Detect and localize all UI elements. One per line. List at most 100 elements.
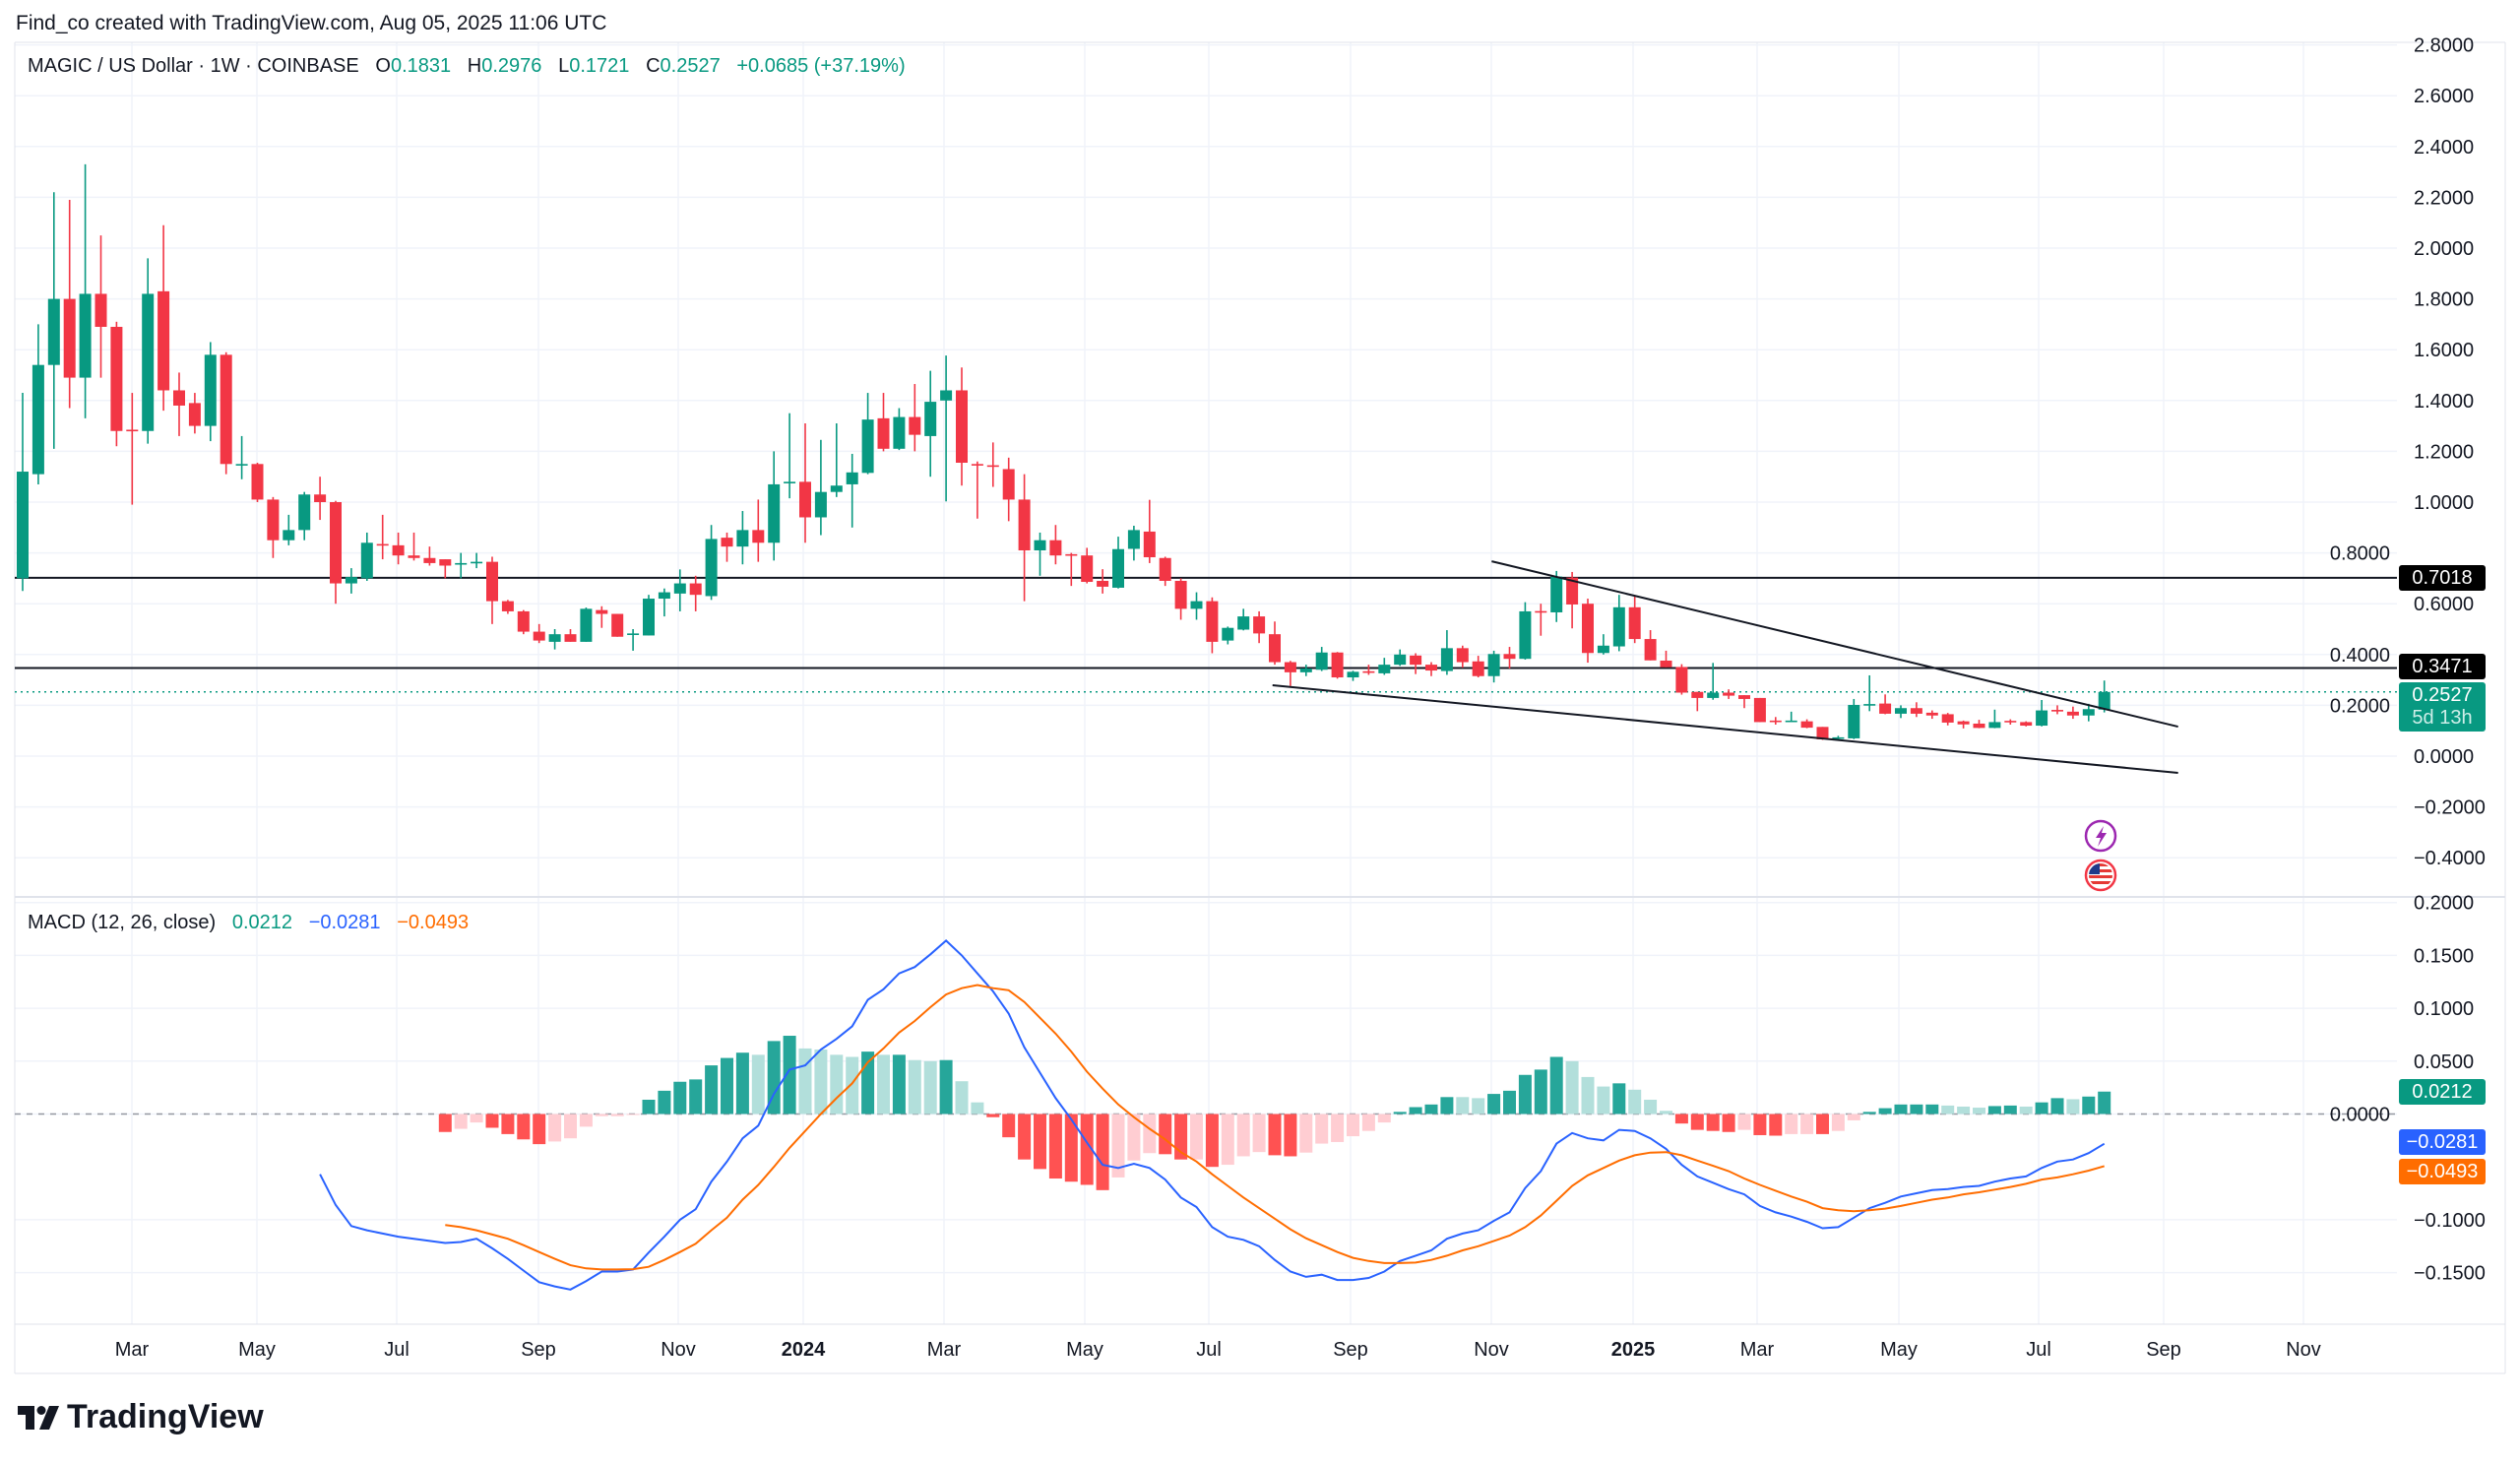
level-high-tag: 0.7018	[2399, 565, 2486, 591]
histogram-bar	[1456, 1097, 1470, 1115]
candle-body	[1081, 555, 1094, 583]
histogram-bar	[1816, 1114, 1829, 1134]
histogram-bar	[1957, 1106, 1971, 1115]
macd-histogram-tag: 0.0212	[2399, 1079, 2486, 1105]
macd-tick-label: 0.1500	[2414, 945, 2474, 967]
candle-body	[158, 290, 170, 391]
high-label: H	[467, 55, 482, 77]
candle-body	[1753, 697, 1766, 723]
time-axis[interactable]: Mar May Jul Sep Nov 2024 Mar May Jul Sep Nov 2025 Ma…	[115, 1339, 2321, 1361]
candle-body	[940, 390, 953, 401]
histogram-bar	[2066, 1099, 2080, 1115]
histogram-bar	[1252, 1114, 1266, 1153]
price-tick-label: 1.8000	[2414, 289, 2474, 311]
macd-line-tag: −0.0281	[2399, 1129, 2486, 1155]
candle-body	[2004, 721, 2017, 723]
macd-axis[interactable]: 0.2000 0.1500 0.1000 0.0500 0.0000 −0.1000 −0.…	[2330, 893, 2486, 1285]
candle-body	[799, 481, 811, 518]
histogram-bar	[814, 1049, 828, 1115]
chart-attribution: Find_co created with TradingView.com, Au…	[16, 12, 607, 34]
candle-body	[1049, 540, 1062, 556]
histogram-bar	[830, 1054, 844, 1115]
histogram-bar	[658, 1090, 671, 1115]
candle-body	[345, 577, 357, 584]
time-tick-label: May	[1880, 1339, 1918, 1361]
price-tick-label: 1.6000	[2414, 340, 2474, 361]
macd-tick-label: −0.1000	[2414, 1210, 2486, 1232]
candle-body	[423, 557, 436, 563]
candle-body	[1206, 601, 1219, 642]
us-flag-icon[interactable]	[2084, 859, 2117, 892]
candle-body	[1190, 601, 1203, 609]
histogram-bar	[1518, 1074, 1532, 1115]
histogram-bar	[1690, 1114, 1704, 1130]
candle-body	[1410, 655, 1422, 666]
candle-body	[877, 417, 890, 449]
histogram-bar	[735, 1052, 749, 1115]
macd-line-value: −0.0281	[308, 912, 381, 933]
candle-body	[2036, 710, 2048, 727]
macd-line	[319, 939, 2106, 1291]
price-tick-label: 0.8000	[2330, 543, 2390, 565]
candle-body	[360, 542, 373, 579]
candle-body	[2051, 710, 2063, 712]
tradingview-logo[interactable]: TradingView	[18, 1398, 264, 1436]
histogram-bar	[1847, 1114, 1860, 1120]
histogram-bar	[798, 1048, 812, 1115]
macd-tick-label: 0.1000	[2414, 998, 2474, 1020]
candle-body	[486, 561, 498, 602]
candle-body	[564, 634, 577, 642]
histogram-bar	[721, 1057, 733, 1115]
histogram-bar	[517, 1114, 531, 1140]
alert-lightning-icon[interactable]	[2084, 819, 2117, 853]
histogram-bar	[1143, 1114, 1157, 1154]
candle-body	[1707, 692, 1720, 698]
candle-body	[1675, 667, 1688, 693]
candle-body	[924, 402, 937, 436]
histogram-bar	[939, 1059, 953, 1115]
candle-body	[814, 491, 827, 518]
candles	[17, 163, 2110, 740]
histogram-bar	[1753, 1114, 1767, 1135]
candle-body	[1612, 606, 1625, 647]
histogram-bar	[783, 1036, 796, 1115]
candle-body	[1472, 661, 1484, 676]
candle-body	[1941, 714, 1954, 723]
histogram-bar	[1221, 1114, 1234, 1166]
candle-body	[1362, 670, 1375, 673]
open-value: 0.1831	[390, 55, 452, 77]
candle-body	[267, 499, 280, 541]
histogram-bar	[908, 1059, 921, 1115]
histogram-bar	[1064, 1114, 1078, 1182]
candle-body	[79, 293, 92, 378]
bar-countdown: 5d 13h	[2412, 707, 2473, 729]
candle-body	[1895, 708, 1907, 714]
candle-body	[283, 530, 295, 541]
histogram-bar	[470, 1114, 483, 1123]
histogram-bar	[1706, 1114, 1720, 1131]
histogram-bar	[705, 1065, 719, 1115]
histogram-bar	[1910, 1104, 1923, 1115]
trendlines	[1272, 560, 2178, 775]
close-label: C	[646, 55, 661, 77]
candle-body	[1237, 616, 1250, 630]
candle-body	[173, 390, 185, 406]
time-tick-label: 2024	[782, 1339, 826, 1361]
candle-body	[1644, 639, 1657, 661]
time-tick-label: May	[1066, 1339, 1103, 1361]
candle-body	[1487, 654, 1500, 676]
candle-body	[1456, 648, 1469, 663]
price-axis[interactable]: 2.8000 2.6000 2.4000 2.2000 2.0000 1.8000 1.60…	[2330, 35, 2486, 870]
candle-body	[1127, 530, 1140, 549]
candle-body	[298, 494, 311, 531]
histogram-bar	[1393, 1112, 1407, 1115]
candle-body	[376, 543, 389, 546]
price-tick-label: 0.4000	[2330, 645, 2390, 667]
candle-body	[1910, 708, 1922, 714]
time-tick-label: Mar	[927, 1339, 962, 1361]
horizontal-levels	[15, 576, 2397, 693]
candle-body	[627, 633, 640, 635]
candle-body	[1848, 704, 1860, 738]
macd-title: MACD (12, 26, close)	[28, 912, 217, 933]
